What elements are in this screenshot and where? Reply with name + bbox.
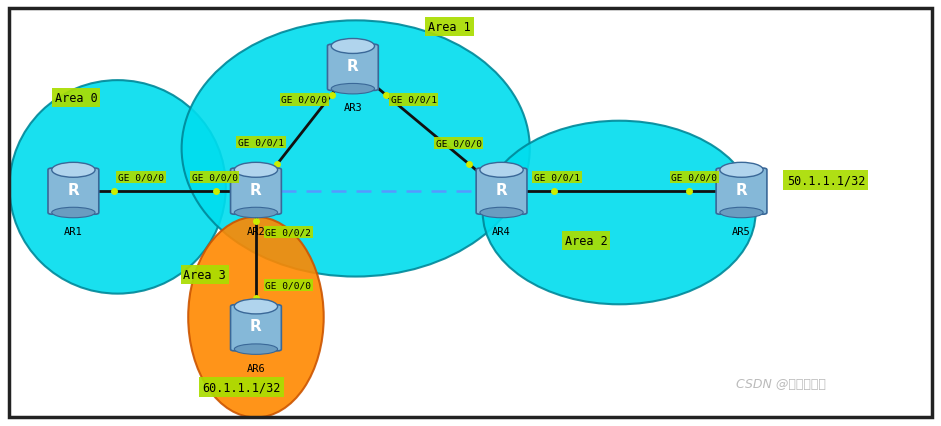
- Ellipse shape: [182, 21, 530, 277]
- Ellipse shape: [234, 344, 278, 354]
- Ellipse shape: [331, 84, 375, 95]
- Text: Area 3: Area 3: [183, 268, 226, 281]
- Text: GE 0/0/2: GE 0/0/2: [265, 227, 311, 237]
- Text: GE 0/0/0: GE 0/0/0: [436, 139, 482, 148]
- Ellipse shape: [234, 299, 278, 314]
- Ellipse shape: [483, 121, 756, 305]
- Text: GE 0/0/0: GE 0/0/0: [265, 281, 311, 290]
- FancyBboxPatch shape: [48, 169, 99, 215]
- Text: GE 0/0/1: GE 0/0/1: [534, 173, 580, 182]
- Ellipse shape: [331, 39, 375, 54]
- Text: GE 0/0/1: GE 0/0/1: [391, 95, 437, 105]
- FancyBboxPatch shape: [476, 169, 527, 215]
- Text: CSDN @飞翔的瓜牛: CSDN @飞翔的瓜牛: [736, 377, 826, 390]
- Text: Area 2: Area 2: [565, 234, 607, 247]
- Text: R: R: [250, 182, 262, 197]
- FancyBboxPatch shape: [327, 45, 378, 91]
- Text: Area 0: Area 0: [55, 92, 97, 104]
- Text: GE 0/0/0: GE 0/0/0: [119, 173, 164, 182]
- Text: GE 0/0/0: GE 0/0/0: [672, 173, 717, 182]
- Text: R: R: [736, 182, 747, 197]
- Ellipse shape: [52, 163, 95, 178]
- Ellipse shape: [234, 163, 278, 178]
- Ellipse shape: [480, 208, 523, 218]
- Text: AR2: AR2: [247, 227, 265, 236]
- Ellipse shape: [480, 163, 523, 178]
- Text: AR5: AR5: [732, 227, 751, 236]
- Text: GE 0/0/1: GE 0/0/1: [238, 138, 284, 147]
- Text: GE 0/0/0: GE 0/0/0: [281, 95, 327, 105]
- Text: Area 1: Area 1: [428, 21, 470, 34]
- FancyBboxPatch shape: [231, 305, 281, 351]
- Ellipse shape: [52, 208, 95, 218]
- Text: AR6: AR6: [247, 363, 265, 373]
- Ellipse shape: [9, 81, 226, 294]
- Ellipse shape: [234, 208, 278, 218]
- Ellipse shape: [720, 163, 763, 178]
- Ellipse shape: [188, 217, 324, 417]
- FancyBboxPatch shape: [231, 169, 281, 215]
- Text: R: R: [250, 318, 262, 334]
- FancyBboxPatch shape: [716, 169, 767, 215]
- Text: R: R: [496, 182, 507, 197]
- Ellipse shape: [720, 208, 763, 218]
- Text: AR1: AR1: [64, 227, 83, 236]
- Text: 60.1.1.1/32: 60.1.1.1/32: [202, 380, 280, 393]
- Text: R: R: [347, 58, 359, 74]
- Text: GE 0/0/0: GE 0/0/0: [192, 173, 237, 182]
- Text: AR3: AR3: [343, 103, 362, 113]
- Text: R: R: [68, 182, 79, 197]
- Text: AR4: AR4: [492, 227, 511, 236]
- Text: 50.1.1.1/32: 50.1.1.1/32: [787, 174, 865, 187]
